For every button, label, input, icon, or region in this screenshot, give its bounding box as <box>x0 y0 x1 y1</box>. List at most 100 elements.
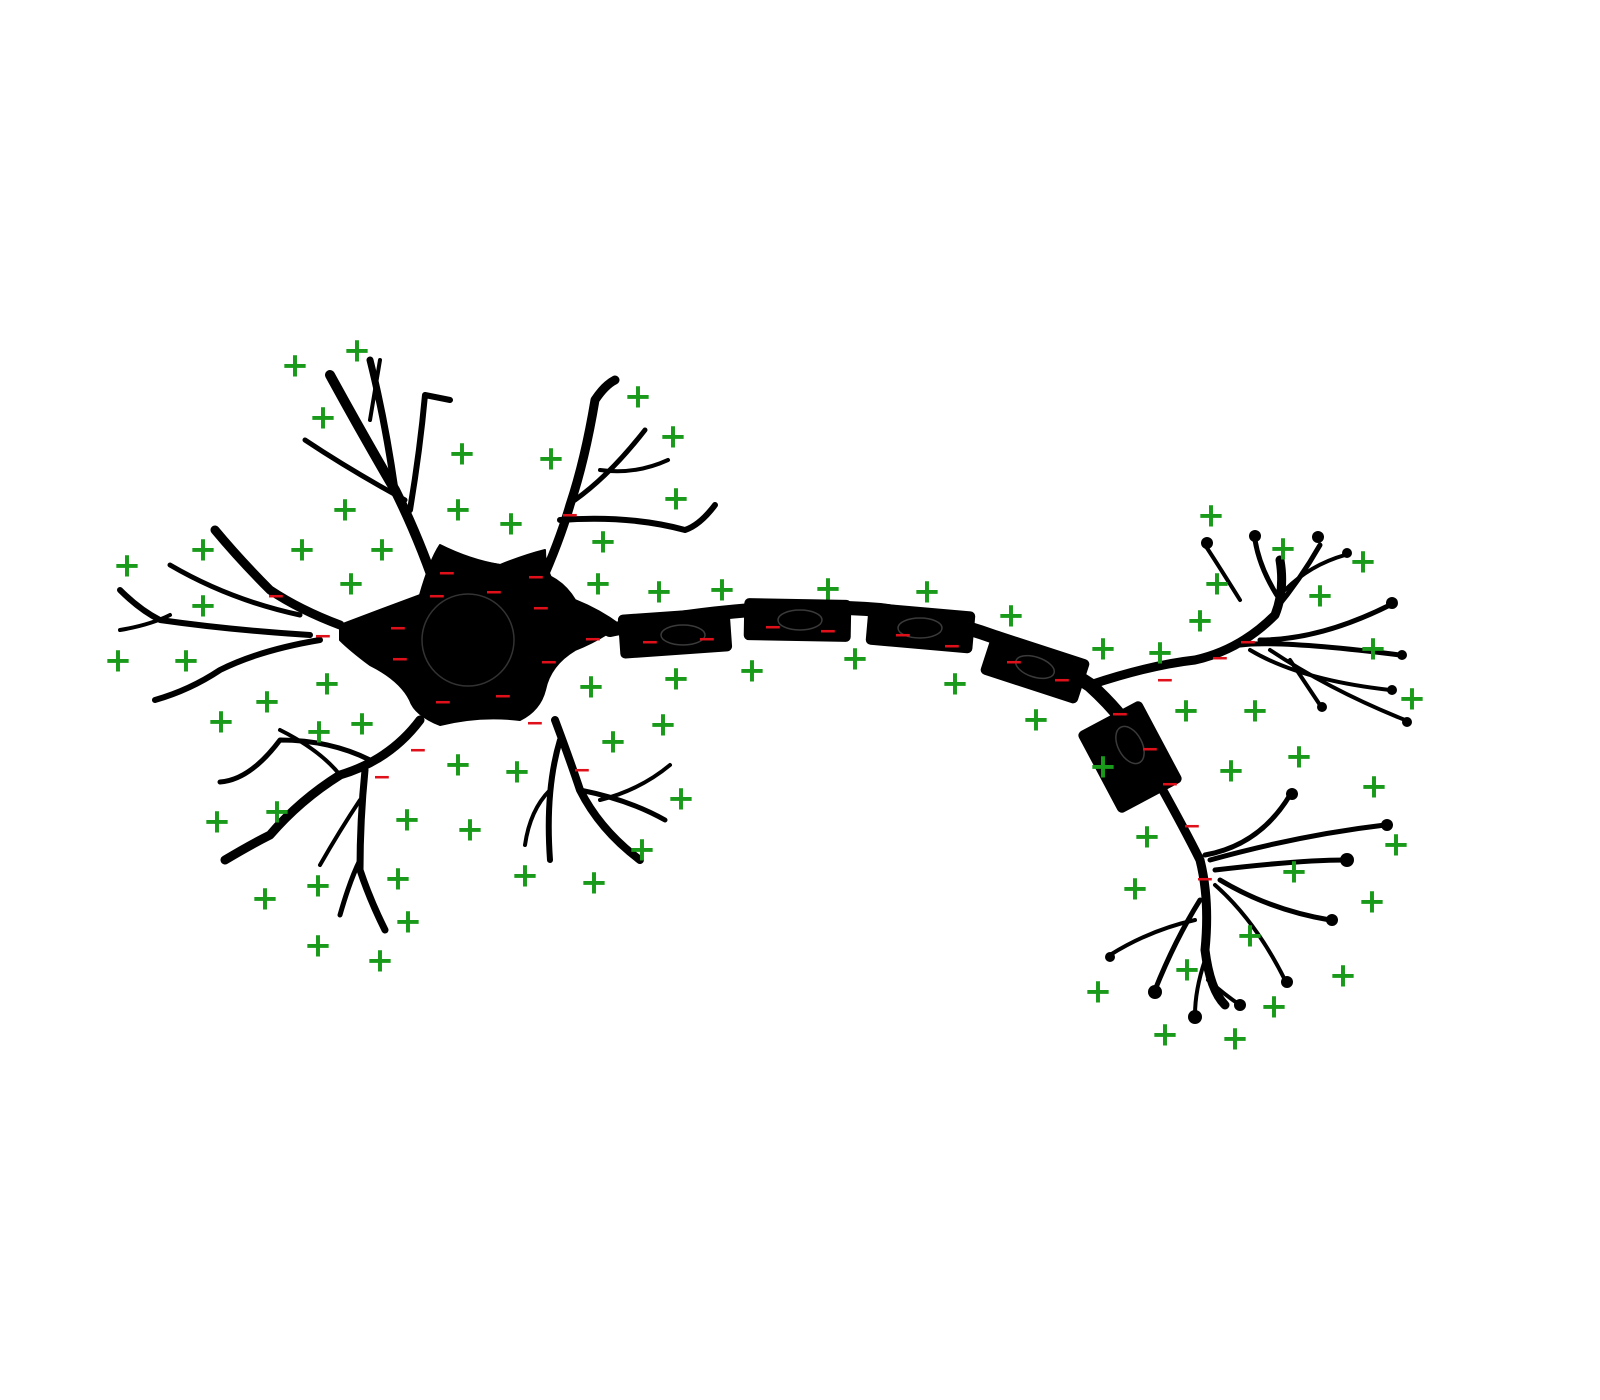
minus-charge: − <box>1239 630 1257 655</box>
plus-charge: + <box>1382 825 1411 865</box>
myelinated-axon <box>603 598 1182 813</box>
plus-charge: + <box>1089 629 1118 669</box>
plus-charge: + <box>667 779 696 819</box>
plus-charge: + <box>104 641 133 681</box>
plus-charge: + <box>1269 529 1298 569</box>
plus-charge: + <box>649 705 678 745</box>
plus-charge: + <box>497 504 526 544</box>
plus-charge: + <box>577 667 606 707</box>
plus-charge: + <box>599 722 628 762</box>
minus-charge: − <box>409 738 427 763</box>
plus-charge: + <box>624 377 653 417</box>
plus-charge: + <box>1241 691 1270 731</box>
minus-charge: − <box>1111 702 1129 727</box>
plus-charge: + <box>662 479 691 519</box>
plus-charge: + <box>331 490 360 530</box>
plus-charge: + <box>1197 496 1226 536</box>
plus-charge: + <box>288 530 317 570</box>
plus-charge: + <box>1221 1019 1250 1059</box>
minus-charge: − <box>1211 646 1229 671</box>
plus-charge: + <box>511 856 540 896</box>
minus-charge: − <box>540 650 558 675</box>
minus-charge: − <box>819 619 837 644</box>
plus-charge: + <box>659 417 688 457</box>
plus-charge: + <box>304 866 333 906</box>
plus-charge: + <box>628 830 657 870</box>
plus-charge: + <box>1172 691 1201 731</box>
myelin-segment <box>980 630 1090 704</box>
minus-charge: − <box>561 503 579 528</box>
plus-charge: + <box>997 596 1026 636</box>
plus-charge: + <box>1089 747 1118 787</box>
plus-charge: + <box>444 490 473 530</box>
plus-charge: + <box>189 586 218 626</box>
minus-charge: − <box>267 584 285 609</box>
minus-charge: − <box>1053 668 1071 693</box>
plus-charge: + <box>1121 869 1150 909</box>
minus-charge: − <box>494 684 512 709</box>
myelin-sheath-segments <box>617 598 1182 813</box>
minus-charge: − <box>485 580 503 605</box>
plus-charge: + <box>1236 916 1265 956</box>
schwann-nuclei <box>660 609 1145 765</box>
terminal-boutons <box>1105 530 1412 1024</box>
plus-charge: + <box>366 941 395 981</box>
plus-charge: + <box>253 682 282 722</box>
plus-charge: + <box>368 530 397 570</box>
plus-charge: + <box>1186 601 1215 641</box>
plus-charge: + <box>1349 542 1378 582</box>
myelin-segment <box>617 607 733 659</box>
minus-charge: − <box>698 627 716 652</box>
plus-charge: + <box>263 792 292 832</box>
plus-charge: + <box>251 879 280 919</box>
dendrites <box>117 356 718 934</box>
plus-charge: + <box>1398 679 1427 719</box>
neuron <box>117 356 1412 1024</box>
minus-charge: − <box>391 647 409 672</box>
plus-charge: + <box>1329 956 1358 996</box>
plus-charge: + <box>662 659 691 699</box>
plus-charge: + <box>456 810 485 850</box>
minus-charge: − <box>438 561 456 586</box>
plus-charge: + <box>113 546 142 586</box>
minus-charge: − <box>764 615 782 640</box>
minus-charge: − <box>527 565 545 590</box>
plus-charge: + <box>708 570 737 610</box>
axon-terminals <box>1085 537 1407 1017</box>
nucleus <box>421 593 515 687</box>
plus-charge: + <box>941 664 970 704</box>
minus-charge: − <box>434 690 452 715</box>
minus-charge: − <box>641 630 659 655</box>
plus-charge: + <box>448 434 477 474</box>
plus-charge: + <box>1217 751 1246 791</box>
plus-charge: + <box>589 522 618 562</box>
plus-charge: + <box>1173 950 1202 990</box>
minus-charge: − <box>532 596 550 621</box>
minus-charge: − <box>428 584 446 609</box>
plus-charge: + <box>1084 972 1113 1012</box>
plus-charge: + <box>1203 564 1232 604</box>
plus-charge: + <box>203 802 232 842</box>
plus-charge: + <box>172 641 201 681</box>
plus-charge: + <box>384 859 413 899</box>
plus-charge: + <box>1285 737 1314 777</box>
minus-charge: − <box>314 624 332 649</box>
plus-charge: + <box>281 346 310 386</box>
minus-charge: − <box>894 623 912 648</box>
plus-charge: + <box>189 530 218 570</box>
plus-charge: + <box>343 331 372 371</box>
plus-charge: + <box>580 863 609 903</box>
minus-charge: − <box>1156 668 1174 693</box>
plus-charge: + <box>1260 987 1289 1027</box>
plus-charge: + <box>393 800 422 840</box>
plus-charge: + <box>304 926 333 966</box>
plus-charge: + <box>337 564 366 604</box>
minus-charge: − <box>1196 867 1214 892</box>
outside-positive-charges: + + + + + + + + + + + + + + + + + + + + + + + + + + + + + + + + + + + + + + + +… <box>104 331 1427 1059</box>
myelin-segment <box>1078 701 1182 813</box>
plus-charge: + <box>1146 633 1175 673</box>
minus-charge: − <box>1183 814 1201 839</box>
plus-charge: + <box>348 704 377 744</box>
myelin-segment <box>865 602 976 654</box>
